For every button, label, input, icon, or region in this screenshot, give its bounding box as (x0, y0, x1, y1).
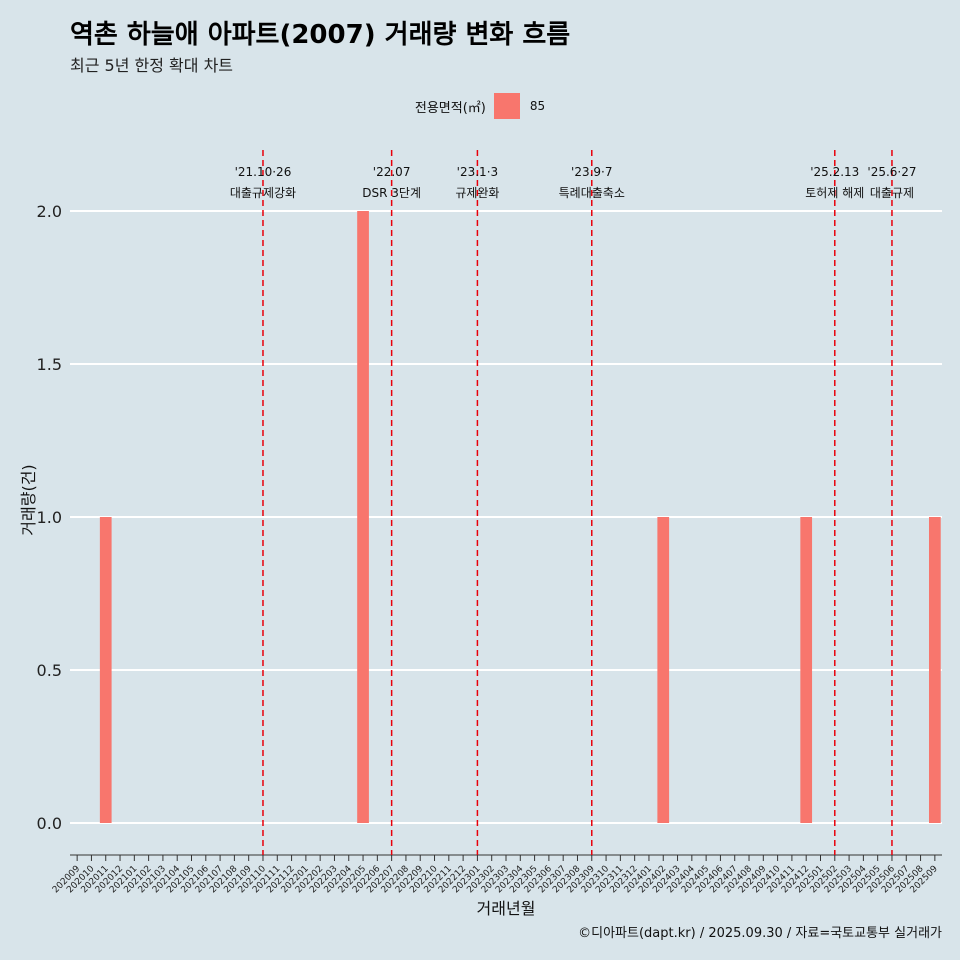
legend-swatch (493, 93, 520, 119)
y-tick-label: 0.0 (37, 814, 62, 833)
chart-title: 역촌 하늘애 아파트(2007) 거래량 변화 흐름 (70, 20, 571, 50)
legend: 전용면적(㎡) 85 (0, 93, 960, 119)
bar (99, 517, 112, 823)
bar (657, 517, 670, 823)
bar (357, 211, 369, 823)
event-label: DSR 3단계 (362, 186, 421, 200)
bar (928, 517, 941, 823)
source-caption: ©디아파트(dapt.kr) / 2025.09.30 / 자료=국토교통부 실… (578, 926, 942, 941)
bar (800, 517, 813, 823)
event-date: '23.1·3 (457, 165, 498, 179)
event-date: '22.07 (373, 165, 411, 179)
legend-title: 전용면적(㎡) (414, 100, 486, 116)
y-tick-label: 0.5 (37, 661, 62, 680)
y-tick-label: 2.0 (37, 202, 62, 221)
event-date: '23.9·7 (571, 165, 612, 179)
y-tick-label: 1.0 (37, 508, 62, 527)
legend-series-label: 85 (529, 99, 546, 113)
event-label: 토허제 해제 (805, 186, 864, 200)
x-axis-title: 거래년월 (477, 899, 536, 918)
y-tick-label: 1.5 (37, 355, 62, 374)
event-date: '25.2.13 (810, 165, 859, 179)
event-label: 특례대출축소 (559, 186, 625, 200)
event-date: '25.6·27 (867, 165, 916, 179)
event-label: 규제완화 (455, 186, 499, 200)
chart-subtitle: 최근 5년 한정 확대 차트 (70, 56, 234, 75)
event-label: 대출규제강화 (230, 186, 296, 200)
event-date: '21.10·26 (235, 165, 292, 179)
y-axis-title: 거래량(건) (19, 464, 38, 535)
event-label: 대출규제 (870, 186, 914, 200)
